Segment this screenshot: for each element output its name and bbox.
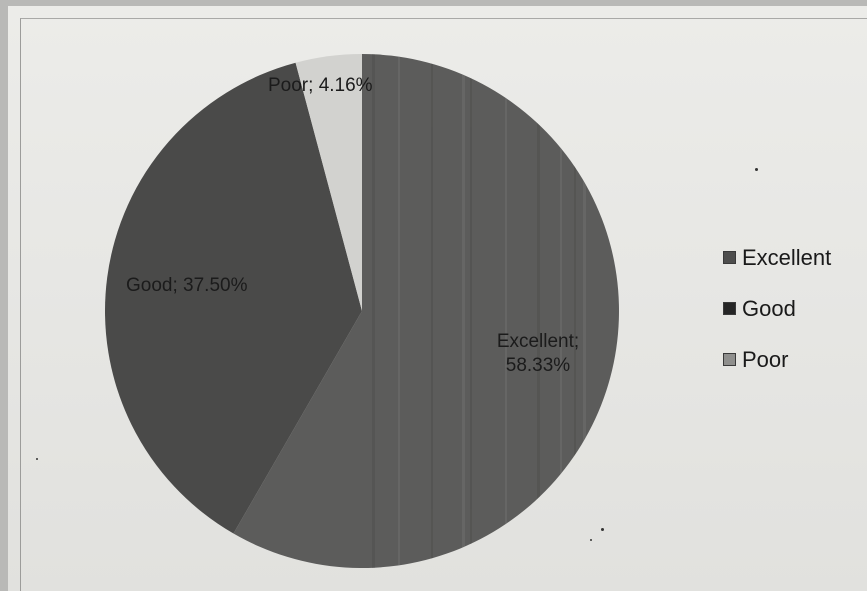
- pie-slice-excellent: [233, 54, 619, 568]
- scan-speck: [590, 539, 592, 541]
- scan-streak: [560, 54, 562, 568]
- scan-streak: [462, 54, 465, 568]
- legend-swatch-excellent: [723, 251, 736, 264]
- scan-streak: [537, 54, 540, 568]
- scan-streak: [583, 54, 586, 568]
- pie-slice-good: [105, 62, 363, 534]
- pie-slice-poor: [295, 54, 362, 311]
- slice-label-good-name: Good;: [126, 275, 178, 296]
- scan-streak: [470, 54, 472, 568]
- scan-streak: [431, 54, 433, 568]
- legend-label-excellent: Excellent: [742, 244, 832, 270]
- legend-item-good: Good: [723, 283, 831, 334]
- scan-streak: [398, 54, 400, 568]
- legend-label-good: Good: [742, 295, 796, 321]
- legend-label-poor: Poor: [742, 346, 789, 372]
- legend-swatch-poor: [723, 353, 736, 366]
- slice-label-excellent: Excellent; 58.33%: [482, 330, 594, 378]
- scan-speck: [36, 458, 38, 460]
- slice-label-good: Good; 37.50%: [126, 274, 248, 298]
- scan-streak: [372, 54, 375, 568]
- slice-label-excellent-name: Excellent;: [496, 331, 580, 352]
- scan-speck: [755, 168, 758, 171]
- legend-swatch-good: [723, 302, 736, 315]
- chart-frame: [20, 18, 867, 591]
- scan-streak: [505, 54, 507, 568]
- legend-item-poor: Poor: [723, 334, 831, 385]
- slice-label-excellent-value: 58.33%: [505, 355, 571, 376]
- slice-label-good-value: 37.50%: [183, 275, 248, 296]
- legend: Excellent Good Poor: [723, 232, 831, 385]
- scan-streak: [574, 54, 576, 568]
- slice-label-poor-value: 4.16%: [318, 75, 373, 96]
- slice-label-poor: Poor; 4.16%: [268, 74, 373, 98]
- slice-label-poor-name: Poor;: [268, 75, 314, 96]
- legend-item-excellent: Excellent: [723, 232, 831, 283]
- scan-speck: [601, 528, 604, 531]
